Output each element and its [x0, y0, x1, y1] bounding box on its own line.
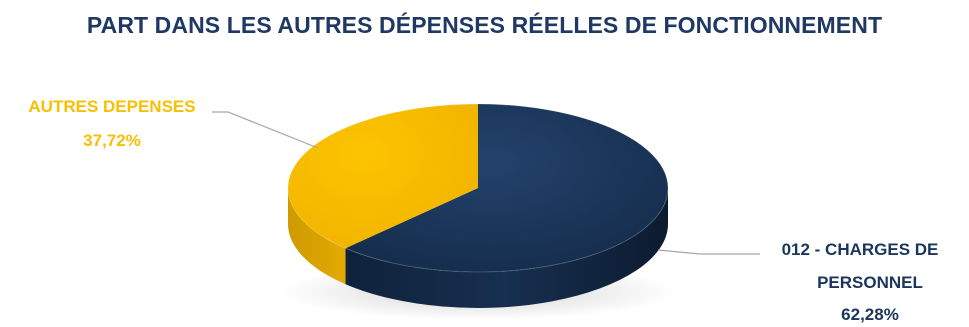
- slice-label-personnel-value: 62,28%: [841, 305, 899, 324]
- slice-label-autres-name: AUTRES DEPENSES: [28, 97, 195, 116]
- slice-label-personnel-name-line2: PERSONNEL: [817, 273, 923, 292]
- leader-line-personnel: [657, 249, 760, 255]
- slice-side-personnel: [345, 188, 668, 308]
- slice-side-autres: [288, 188, 346, 285]
- leader-line-autres: [212, 111, 319, 149]
- pie-slice-personnel: [345, 104, 669, 272]
- slice-label-autres-value: 37,72%: [83, 131, 141, 150]
- pie-slices: [287, 103, 669, 308]
- pie-rim: [287, 103, 669, 273]
- pie-slice-autres: [288, 104, 478, 249]
- slice-label-autres: AUTRES DEPENSES 37,72%: [28, 97, 195, 150]
- leader-lines: [212, 111, 760, 255]
- slice-label-personnel: 012 - CHARGES DE PERSONNEL 62,28%: [782, 240, 939, 324]
- slice-label-personnel-name-line1: 012 - CHARGES DE: [782, 240, 939, 259]
- chart-title: PART DANS LES AUTRES DÉPENSES RÉELLES DE…: [86, 12, 883, 38]
